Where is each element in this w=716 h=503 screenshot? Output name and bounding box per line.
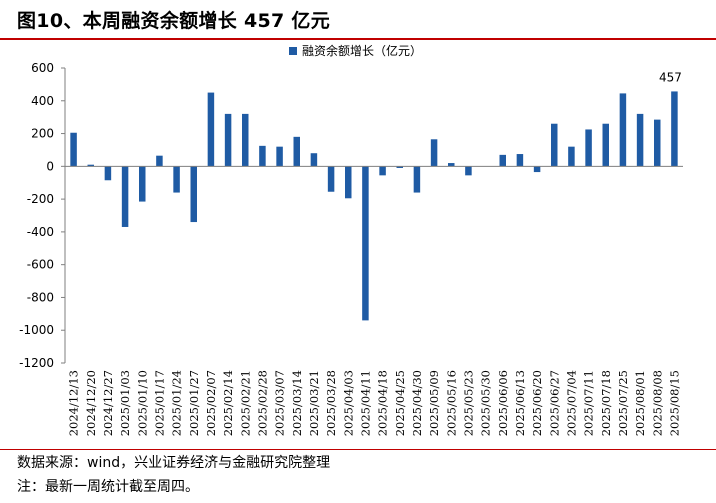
legend-label: 融资余额增长（亿元） (302, 43, 422, 58)
y-tick-label: 200 (31, 127, 54, 141)
bar (345, 166, 352, 199)
footnote: 注：最新一周统计截至周四。 (17, 479, 199, 495)
x-tick-label: 2025/01/10 (135, 370, 149, 436)
x-tick-label: 2025/06/06 (496, 370, 510, 436)
bar (533, 166, 541, 173)
source-note: 数据来源：wind，兴业证券经济与金融研究院整理 (17, 455, 331, 471)
x-tick-label: 2025/02/07 (204, 370, 218, 436)
x-tick-label: 2025/03/28 (324, 370, 338, 436)
bar (259, 145, 266, 167)
bar (121, 166, 129, 227)
x-tick-label: 2025/06/13 (513, 370, 527, 436)
bar (173, 166, 180, 193)
y-tick-label: 0 (46, 159, 54, 173)
x-tick-label: 2025/03/21 (307, 370, 321, 436)
x-tick-label: 2025/07/04 (564, 370, 578, 436)
bar (585, 129, 592, 167)
bar (619, 93, 627, 167)
bar (636, 113, 644, 167)
y-tick-label: -600 (27, 258, 54, 272)
y-tick-label: -1200 (19, 356, 54, 370)
bar (327, 166, 335, 192)
title-bar: 图10、本周融资余额增长 457 亿元 (0, 0, 716, 40)
bar (310, 153, 318, 167)
x-tick-label: 2025/02/14 (221, 370, 235, 436)
x-tick-label: 2025/07/18 (599, 370, 613, 436)
x-tick-label: 2024/12/20 (84, 370, 98, 436)
bar (654, 119, 661, 167)
legend-swatch (289, 47, 297, 55)
x-tick-label: 2025/01/17 (152, 370, 166, 436)
bar (430, 139, 438, 167)
y-tick-label: 400 (31, 94, 54, 108)
x-tick-label: 2025/08/15 (667, 370, 681, 436)
bar (413, 166, 421, 193)
x-tick-label: 2025/04/18 (376, 370, 390, 436)
x-tick-label: 2025/03/07 (273, 370, 287, 436)
x-tick-label: 2025/04/11 (358, 370, 372, 436)
bar (104, 166, 112, 181)
x-tick-label: 2025/06/20 (530, 370, 544, 436)
x-tick-label: 2025/06/27 (547, 370, 561, 436)
y-tick-label: 600 (31, 61, 54, 75)
bar (156, 155, 163, 167)
bar (602, 123, 609, 167)
x-tick-label: 2025/02/28 (255, 370, 269, 436)
x-tick-label: 2025/05/16 (444, 370, 458, 436)
bar (242, 113, 249, 167)
y-tick-label: -200 (27, 192, 54, 206)
bar (448, 163, 455, 167)
x-tick-label: 2025/03/14 (290, 370, 304, 436)
bar (551, 123, 558, 167)
bar (516, 154, 524, 167)
x-tick-label: 2025/07/11 (582, 370, 596, 436)
bar (568, 146, 575, 167)
y-tick-label: -800 (27, 290, 54, 304)
bar-chart: 融资余额增长（亿元） 600 400 200 0 -200 -400 -600 -800 -100… (19, 43, 683, 436)
figure-title: 图10、本周融资余额增长 457 亿元 (17, 10, 331, 32)
bar (207, 92, 215, 167)
bar (87, 164, 94, 167)
y-tick-label: -1000 (19, 323, 54, 337)
bar (465, 166, 472, 176)
x-tick-label: 2025/02/21 (238, 370, 252, 436)
x-tick-label: 2024/12/27 (101, 370, 115, 436)
bar (293, 136, 300, 167)
x-tick-label: 2025/01/03 (118, 370, 132, 436)
x-tick-label: 2025/05/30 (479, 370, 493, 436)
x-tick-label: 2025/01/27 (187, 370, 201, 436)
x-tick-label: 2024/12/13 (67, 370, 81, 436)
bar (671, 91, 678, 167)
x-tick-label: 2025/05/23 (461, 370, 475, 436)
y-tick-label: -400 (27, 225, 54, 239)
bar (499, 154, 506, 167)
bar (139, 166, 146, 202)
x-tick-label: 2025/01/24 (170, 370, 184, 436)
x-tick-label: 2025/05/09 (427, 370, 441, 436)
bar (190, 166, 197, 223)
x-tick-label: 2025/08/01 (633, 370, 647, 436)
bar (224, 113, 232, 167)
bar (379, 166, 386, 176)
data-label: 457 (659, 70, 682, 84)
bar (362, 166, 369, 321)
bar (276, 146, 283, 167)
bar (70, 132, 77, 167)
x-tick-label: 2025/04/30 (410, 370, 424, 436)
x-tick-label: 2025/04/03 (341, 370, 355, 436)
x-tick-label: 2025/07/25 (616, 370, 630, 436)
footer-divider (0, 449, 716, 450)
bar (396, 166, 403, 168)
x-tick-label: 2025/08/08 (650, 370, 664, 436)
x-tick-label: 2025/04/25 (393, 370, 407, 436)
